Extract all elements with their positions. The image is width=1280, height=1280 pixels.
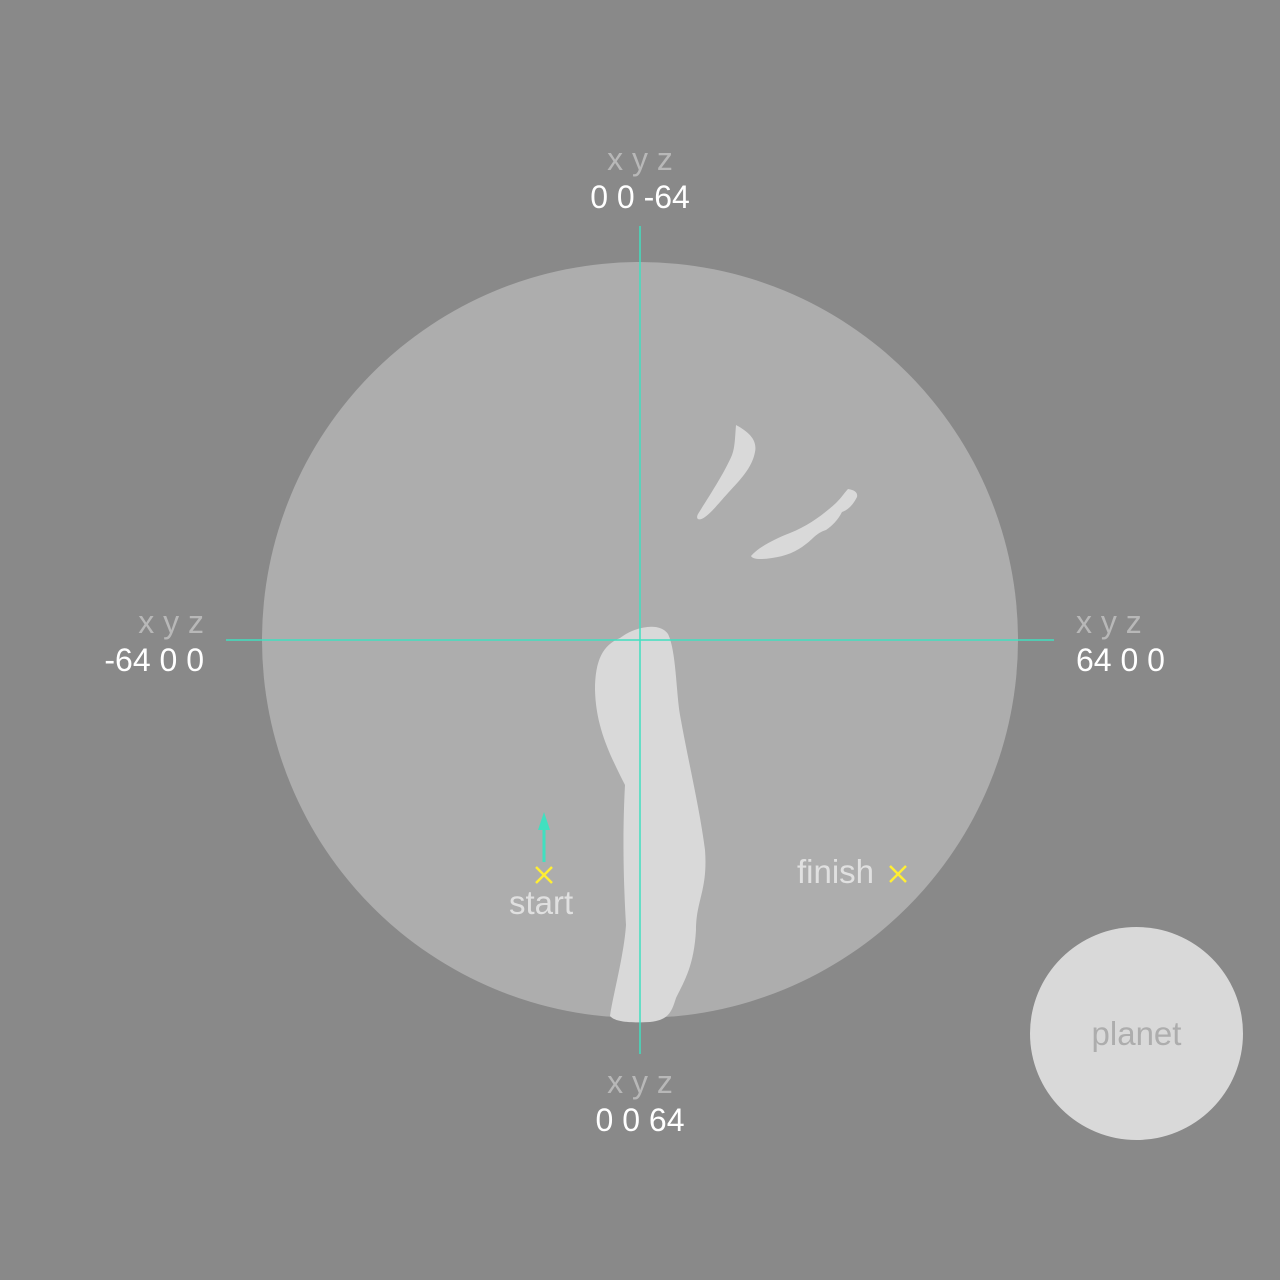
coord-label-bottom: x y z 0 0 64 bbox=[560, 1063, 720, 1139]
terrain-region-ridge-2 bbox=[751, 489, 858, 560]
start-heading-arrow-icon bbox=[538, 812, 550, 862]
finish-marker-icon[interactable] bbox=[889, 865, 907, 883]
coord-header: x y z bbox=[607, 1064, 673, 1100]
terrain-region-main bbox=[595, 626, 706, 1023]
coord-value: 0 0 64 bbox=[595, 1102, 685, 1138]
start-marker-icon[interactable] bbox=[535, 866, 553, 884]
coord-value: -64 0 0 bbox=[104, 642, 204, 678]
finish-label: finish bbox=[797, 853, 875, 890]
coord-label-left: x y z -64 0 0 bbox=[40, 603, 204, 679]
coord-label-right: x y z 64 0 0 bbox=[1076, 603, 1240, 679]
terrain-region-ridge-1 bbox=[697, 425, 756, 520]
coord-header: x y z bbox=[138, 604, 204, 640]
coord-label-top: x y z 0 0 -64 bbox=[560, 140, 720, 216]
coord-value: 64 0 0 bbox=[1076, 642, 1165, 678]
planet-button[interactable]: planet bbox=[1030, 927, 1243, 1140]
coord-header: x y z bbox=[1076, 604, 1142, 640]
coord-value: 0 0 -64 bbox=[590, 179, 690, 215]
coord-header: x y z bbox=[607, 141, 673, 177]
start-label: start bbox=[509, 884, 574, 921]
planet-button-label: planet bbox=[1091, 1014, 1182, 1052]
